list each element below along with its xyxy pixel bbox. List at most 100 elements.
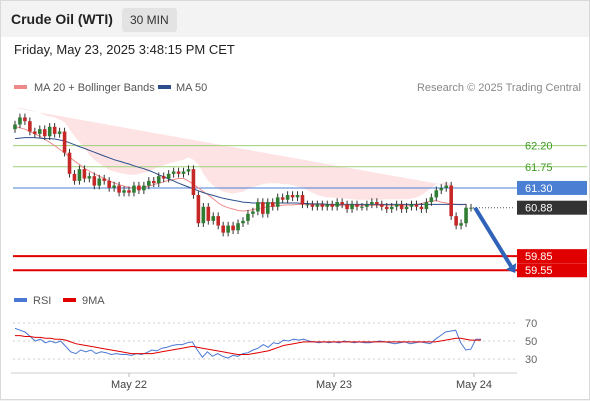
candle-body: [117, 185, 121, 193]
candle-body: [216, 216, 221, 226]
candle-body: [72, 173, 77, 181]
candle-body: [350, 204, 354, 210]
candle-body: [77, 169, 82, 181]
candle-body: [439, 187, 444, 191]
rsi-panel: 70 50 30: [13, 318, 537, 366]
candle-body: [414, 204, 419, 207]
candle-body: [275, 197, 280, 207]
chart-header: Crude Oil (WTI) 30 MIN: [1, 1, 589, 37]
rsi-tick-30: 30: [525, 354, 537, 366]
candle-body: [147, 180, 151, 186]
candle-body: [206, 206, 211, 221]
level-label-59.55: 59.55: [525, 265, 553, 277]
candle-body: [429, 197, 434, 203]
candle-body: [52, 126, 57, 134]
candle-body: [310, 204, 315, 207]
candle-body: [211, 216, 216, 221]
candle-body: [171, 171, 176, 174]
ma50-legend-swatch: [158, 85, 171, 89]
forecast-arrow: [473, 206, 517, 274]
candle-body: [280, 197, 285, 200]
candle-body: [290, 195, 295, 198]
time-tick-label: May 22: [111, 379, 147, 391]
candle-body: [132, 185, 136, 193]
candle-body: [389, 206, 394, 210]
candle-body: [295, 195, 300, 198]
candle-body: [156, 176, 161, 184]
candle-body: [464, 207, 468, 224]
forecast-arrow-head: [505, 263, 517, 274]
ma50-line: [14, 137, 466, 205]
level-box-61.30: [517, 180, 587, 195]
candle-body: [469, 207, 473, 209]
candle-body: [201, 206, 206, 224]
candle-body: [434, 190, 439, 198]
candles: [13, 113, 473, 237]
candle-body: [166, 173, 171, 179]
candle-body: [191, 169, 196, 195]
candle-body: [97, 178, 102, 186]
candle-body: [33, 131, 37, 134]
candle-body: [57, 131, 62, 134]
candle-body: [13, 124, 17, 130]
candle-body: [236, 223, 240, 231]
rsi-legend-swatch: [14, 298, 27, 302]
candle-body: [246, 213, 250, 221]
candle-body: [102, 178, 107, 181]
candle-body: [186, 169, 191, 172]
candle-body: [360, 206, 364, 208]
candle-body: [345, 204, 349, 210]
rsi-tick-50: 50: [525, 336, 537, 348]
candle-body: [42, 129, 47, 137]
candle-body: [181, 171, 186, 174]
candle-body: [409, 204, 414, 207]
candle-body: [161, 176, 166, 179]
candle-body: [404, 206, 409, 210]
candle-body: [384, 206, 389, 210]
candle-body: [92, 176, 97, 186]
timeframe-button[interactable]: 30 MIN: [122, 8, 177, 32]
candle-body: [419, 206, 424, 210]
candle-body: [142, 185, 146, 191]
instrument-title: Crude Oil (WTI): [11, 11, 113, 27]
candle-body: [122, 190, 126, 193]
ma20-legend-label: MA 20 + Bollinger Bands: [34, 82, 155, 94]
candle-body: [394, 204, 399, 207]
candle-body: [137, 185, 141, 191]
ma50-legend-label: MA 50: [176, 82, 207, 94]
rsi-line: [14, 327, 481, 359]
level-label-62.20: 62.20: [525, 141, 553, 153]
candle-body: [67, 152, 72, 174]
candle-body: [28, 121, 32, 132]
level-label-60.88: 60.88: [525, 203, 553, 215]
level-labels: 62.20 61.75 61.30 60.88 59.85 59.55: [517, 141, 587, 278]
rsi-legend-label: RSI: [33, 295, 51, 307]
candle-body: [226, 225, 230, 233]
candle-body: [37, 129, 42, 134]
candle-body: [87, 176, 92, 179]
rsi-tick-70: 70: [525, 318, 537, 330]
candle-body: [375, 202, 379, 205]
candle-body: [251, 211, 255, 214]
candle-body: [379, 204, 384, 207]
ma9-legend-label: 9MA: [82, 295, 105, 307]
candle-body: [265, 202, 270, 214]
candle-body: [454, 216, 458, 226]
moving-averages: [14, 126, 467, 212]
candle-body: [82, 169, 87, 179]
candle-body: [196, 195, 201, 224]
candle-body: [399, 204, 404, 210]
time-tick-label: May 23: [316, 379, 352, 391]
candle-body: [330, 204, 335, 207]
forecast-arrow-shaft: [473, 206, 513, 268]
ma20-legend-swatch: [14, 85, 27, 89]
ma9-legend-swatch: [63, 298, 76, 302]
candle-body: [305, 204, 310, 206]
level-box-59.55: [517, 263, 587, 278]
candle-body: [62, 131, 67, 153]
candle-body: [315, 204, 320, 207]
candle-body: [285, 195, 290, 200]
candle-body: [325, 204, 330, 207]
candle-body: [300, 195, 305, 205]
